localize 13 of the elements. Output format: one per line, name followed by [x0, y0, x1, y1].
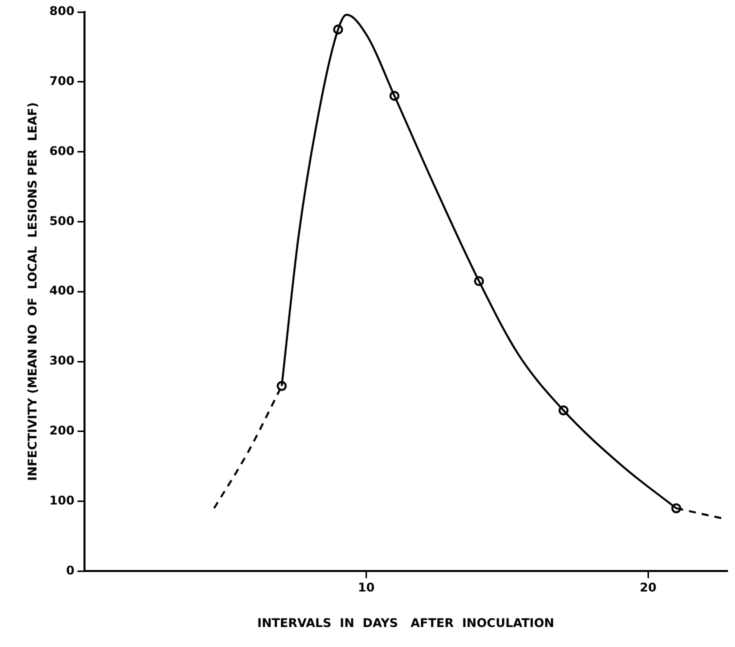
y-tick-label: 600 [49, 144, 74, 158]
y-tick-label: 200 [49, 424, 74, 438]
x-axis-title: INTERVALS IN DAYS AFTER INOCULATION [257, 616, 554, 630]
y-tick-label: 400 [49, 284, 74, 298]
y-tick-label: 0 [66, 563, 74, 578]
y-tick-label: 700 [49, 74, 74, 88]
x-tick-label: 20 [640, 580, 656, 595]
y-axis-title: INFECTIVITY (MEAN NO OF LOCAL LESIONS PER LEAF) [25, 102, 40, 481]
x-tick-label: 10 [358, 580, 375, 595]
y-tick-label: 300 [49, 354, 74, 368]
y-tick-label: 500 [49, 214, 74, 228]
y-tick-label: 100 [49, 493, 74, 508]
y-tick-label: 800 [49, 4, 74, 18]
